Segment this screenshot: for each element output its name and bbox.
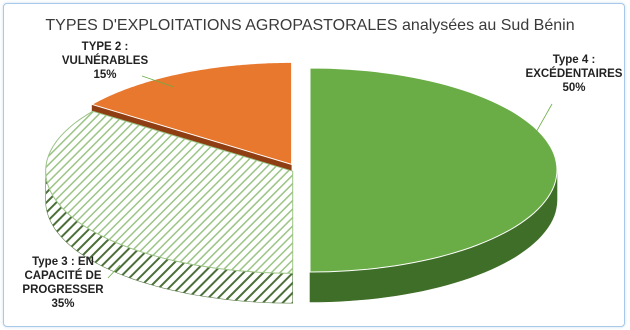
pie-slice-1 bbox=[45, 110, 294, 274]
slice-label-line: PROGRESSER bbox=[22, 284, 104, 296]
leader-line-2 bbox=[141, 75, 175, 88]
slice-label-1: Type 3 : EN CAPACITÉ DE PROGRESSER 35% bbox=[22, 256, 104, 310]
slice-label-line: CAPACITÉ DE bbox=[24, 269, 101, 282]
slice-label-0: Type 4 : EXCÉDENTAIRES 50% bbox=[526, 54, 623, 94]
pie-slice-0 bbox=[309, 67, 558, 273]
pie-slice-2 bbox=[90, 61, 293, 166]
slice-label-line: TYPE 2 : bbox=[82, 41, 129, 53]
leader-line-0 bbox=[525, 103, 553, 151]
slice-label-line: Type 3 : EN bbox=[32, 256, 94, 268]
leader-line-1 bbox=[107, 264, 121, 279]
slice-label-line: EXCÉDENTAIRES bbox=[526, 67, 623, 80]
slice-label-line: 50% bbox=[562, 82, 585, 94]
chart-title: TYPES D'EXPLOITATIONS AGROPASTORALES ana… bbox=[45, 17, 574, 34]
slice-label-line: Type 4 : bbox=[553, 54, 596, 66]
slice-label-line: 15% bbox=[93, 69, 116, 81]
slice-label-line: 35% bbox=[51, 298, 74, 310]
slice-label-2: TYPE 2 : VULNÉRABLES 15% bbox=[62, 41, 149, 81]
slice-label-line: VULNÉRABLES bbox=[62, 54, 149, 67]
